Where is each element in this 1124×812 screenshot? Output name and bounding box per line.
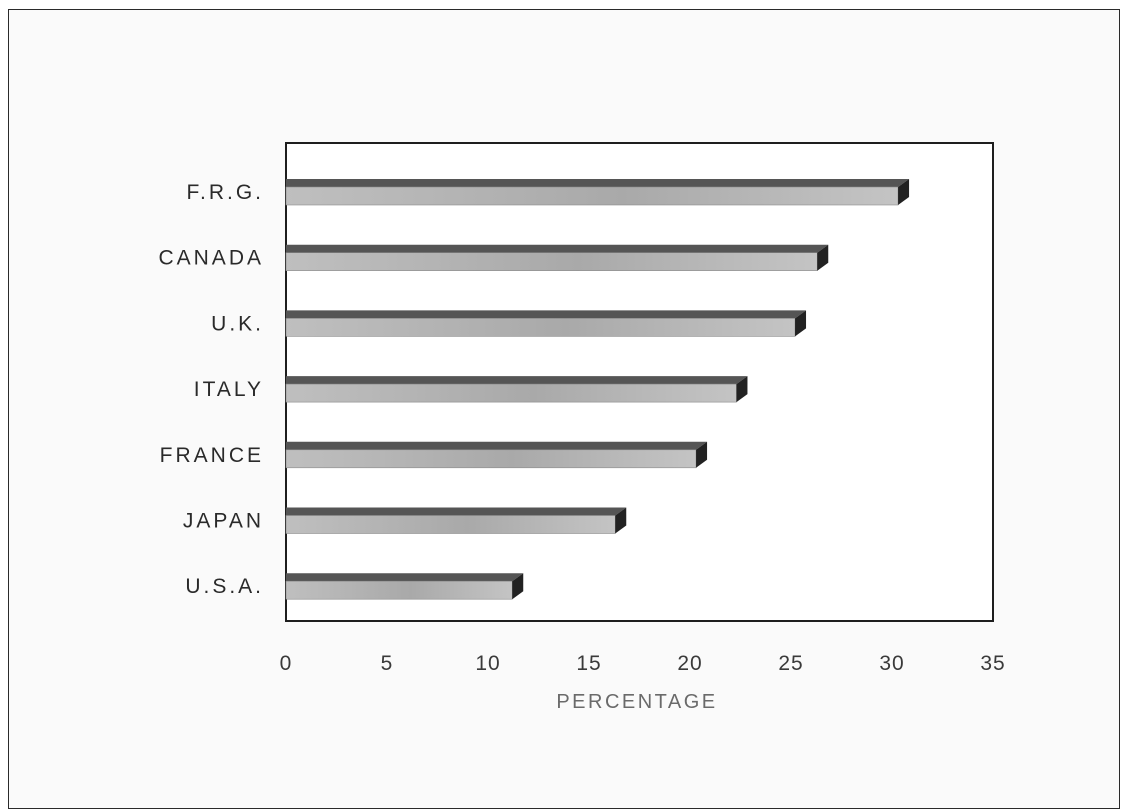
category-label: ITALY [194,378,264,401]
bar-face [285,383,737,403]
bar-end [615,507,627,534]
bar [285,244,829,271]
category-label: FRANCE [160,444,264,467]
bar-face [285,252,818,271]
bar-top [286,507,627,516]
bar [285,179,910,206]
bar [285,376,748,403]
bar-top [286,179,910,187]
bar-face [285,186,899,206]
category-label: U.K. [211,312,264,335]
bar-end [795,310,807,337]
bar [285,310,807,337]
bar-top [286,244,829,253]
x-tick-label: 20 [677,652,702,675]
bar-end [512,573,524,600]
x-axis-title: PERCENTAGE [556,691,717,713]
x-tick-label: 0 [280,652,293,675]
bar-top [286,376,748,385]
x-tick-label: 5 [381,652,394,675]
bar-top [286,441,708,450]
bar [285,507,627,534]
category-label: U.S.A. [185,575,264,598]
x-tick-label: 30 [879,652,904,675]
bar-end [898,179,910,205]
x-tick-label: 35 [980,652,1005,675]
category-label: CANADA [158,247,264,270]
bar-end [696,441,708,468]
bar-face [285,318,796,337]
x-tick-label: 15 [576,652,601,675]
bar-face [285,449,697,469]
category-label: JAPAN [183,510,264,533]
x-tick-label: 10 [475,652,500,675]
x-tick-label: 25 [778,652,803,675]
bar-end [817,244,829,271]
bar-face [285,515,616,534]
bar [285,441,708,469]
bar-top [286,310,807,319]
category-label: F.R.G. [186,181,264,204]
bar [285,573,524,600]
bar-top [286,573,524,582]
bar-end [736,376,748,403]
bar-face [285,580,513,600]
